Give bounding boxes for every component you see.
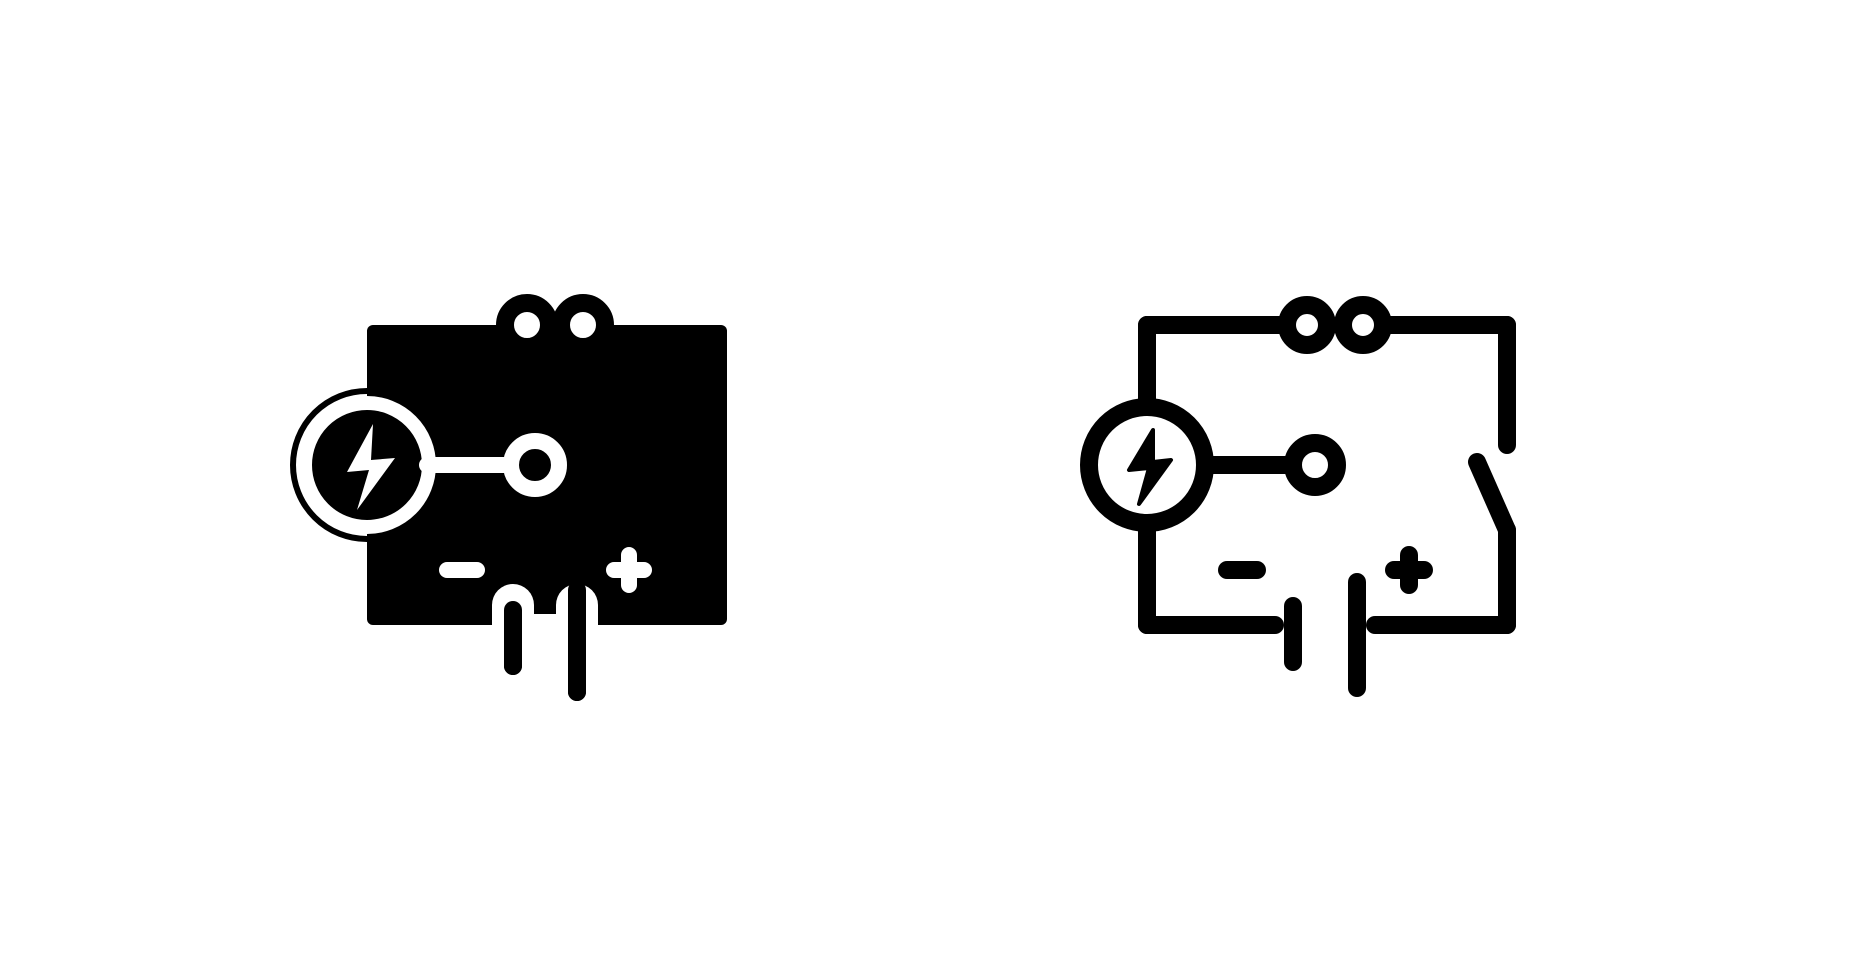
- circuit-outline-icon: [1057, 210, 1577, 770]
- circuit-solid-icon: [277, 210, 797, 770]
- icon-row: [277, 210, 1577, 770]
